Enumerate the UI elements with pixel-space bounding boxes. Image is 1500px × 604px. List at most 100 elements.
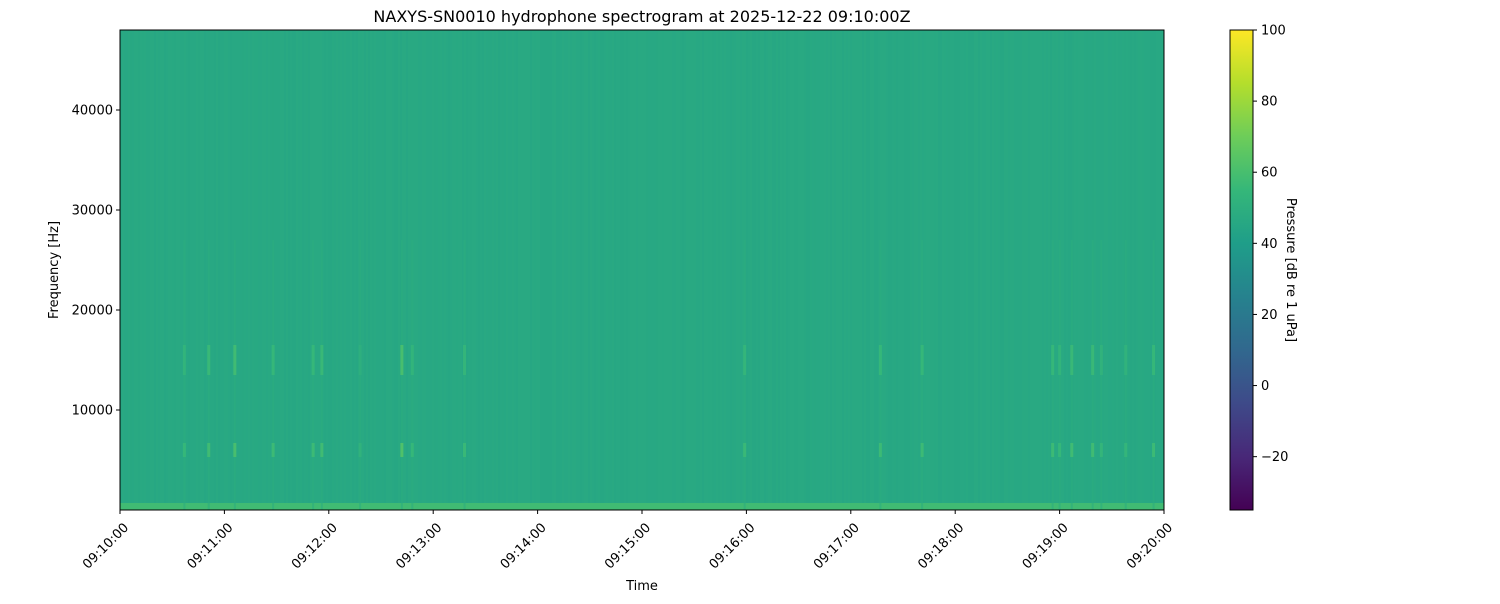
spectrogram-texture-column <box>564 30 566 510</box>
spectrogram-texture-column <box>1056 30 1058 510</box>
spectrogram-texture-column <box>560 30 562 510</box>
spectrogram-texture-column <box>298 30 300 510</box>
spectrogram-texture-column <box>838 30 840 510</box>
spectrogram-texture-column <box>632 30 634 510</box>
spectrogram-texture-column <box>230 30 232 510</box>
spectrogram-texture-column <box>1122 30 1124 510</box>
spectrogram-texture-column <box>238 30 240 510</box>
spectrogram-texture-column <box>648 30 650 510</box>
transient-event-band <box>1051 443 1055 457</box>
spectrogram-texture-column <box>160 30 162 510</box>
spectrogram-texture-column <box>616 30 618 510</box>
spectrogram-texture-column <box>698 30 700 510</box>
spectrogram-texture-column <box>1162 30 1164 510</box>
spectrogram-texture-column <box>620 30 622 510</box>
spectrogram-texture-column <box>718 30 720 510</box>
spectrogram-texture-column <box>280 30 282 510</box>
spectrogram-texture-column <box>756 30 758 510</box>
spectrogram-texture-column <box>416 30 418 510</box>
spectrogram-texture-column <box>920 30 922 510</box>
spectrogram-texture-column <box>498 30 500 510</box>
spectrogram-texture-column <box>1066 30 1068 510</box>
spectrogram-texture-column <box>408 30 410 510</box>
spectrogram-texture-column <box>352 30 354 510</box>
spectrogram-texture-column <box>166 30 168 510</box>
spectrogram-texture-column <box>358 30 360 510</box>
spectrogram-texture-column <box>1158 30 1160 510</box>
spectrogram-texture-column <box>1088 30 1090 510</box>
spectrogram-texture-column <box>322 30 324 510</box>
x-tick-label: 09:19:00 <box>1020 520 1072 572</box>
spectrogram-texture-column <box>666 30 668 510</box>
spectrogram-texture-column <box>136 30 138 510</box>
spectrogram-texture-column <box>830 30 832 510</box>
spectrogram-texture-column <box>970 30 972 510</box>
spectrogram-texture-column <box>286 30 288 510</box>
spectrogram-texture-column <box>850 30 852 510</box>
spectrogram-texture-column <box>630 30 632 510</box>
transient-event-band <box>358 443 362 457</box>
spectrogram-texture-column <box>404 30 406 510</box>
spectrogram-texture-column <box>528 30 530 510</box>
spectrogram-texture-column <box>1116 30 1118 510</box>
spectrogram-texture-column <box>572 30 574 510</box>
spectrogram-texture-column <box>346 30 348 510</box>
spectrogram-texture-column <box>676 30 678 510</box>
spectrogram-texture-column <box>888 30 890 510</box>
colorbar-tick-label: 80 <box>1261 95 1278 110</box>
spectrogram-texture-column <box>438 30 440 510</box>
transient-event-band <box>1099 345 1103 375</box>
spectrogram-texture-column <box>668 30 670 510</box>
spectrogram-texture-column <box>474 30 476 510</box>
spectrogram-texture-column <box>758 30 760 510</box>
spectrogram-texture-column <box>1022 30 1024 510</box>
spectrogram-texture-column <box>512 30 514 510</box>
spectrogram-texture-column <box>730 30 732 510</box>
spectrogram-texture-column <box>310 30 312 510</box>
spectrogram-texture-column <box>960 30 962 510</box>
spectrogram-texture-column <box>1086 30 1088 510</box>
spectrogram-texture-column <box>826 30 828 510</box>
spectrogram-texture-column <box>986 30 988 510</box>
x-tick-label: 09:17:00 <box>811 520 863 572</box>
spectrogram-texture-column <box>1084 30 1086 510</box>
spectrogram-texture-column <box>588 30 590 510</box>
spectrogram-texture-column <box>834 30 836 510</box>
spectrogram-texture-column <box>1074 30 1076 510</box>
x-tick-label: 09:18:00 <box>915 520 967 572</box>
spectrogram-texture-column <box>232 30 234 510</box>
spectrogram-texture-column <box>798 30 800 510</box>
spectrogram-texture-column <box>1046 30 1048 510</box>
spectrogram-texture-column <box>130 30 132 510</box>
spectrogram-texture-column <box>684 30 686 510</box>
spectrogram-texture-column <box>192 30 194 510</box>
spectrogram-texture-column <box>628 30 630 510</box>
spectrogram-texture-column <box>548 30 550 510</box>
spectrogram-texture-column <box>870 30 872 510</box>
spectrogram-texture-column <box>872 30 874 510</box>
transient-event-band <box>400 443 404 457</box>
spectrogram-texture-column <box>342 30 344 510</box>
spectrogram-texture-column <box>426 30 428 510</box>
colorbar-axis: −20 0 20 40 60 80 100 <box>1253 24 1288 465</box>
spectrogram-texture-column <box>890 30 892 510</box>
spectrogram-texture-column <box>862 30 864 510</box>
spectrogram-texture-column <box>396 30 398 510</box>
spectrogram-texture-column <box>444 30 446 510</box>
spectrogram-texture-column <box>696 30 698 510</box>
spectrogram-texture-column <box>748 30 750 510</box>
spectrogram-texture-column <box>884 30 886 510</box>
spectrogram-texture-column <box>250 30 252 510</box>
spectrogram-texture-column <box>694 30 696 510</box>
spectrogram-texture-column <box>338 30 340 510</box>
spectrogram-texture-column <box>574 30 576 510</box>
spectrogram-texture-column <box>508 30 510 510</box>
spectrogram-texture-column <box>290 30 292 510</box>
spectrogram-texture-column <box>1104 30 1106 510</box>
spectrogram-texture-column <box>410 30 412 510</box>
spectrogram-texture-column <box>520 30 522 510</box>
spectrogram-texture-column <box>210 30 212 510</box>
spectrogram-texture-column <box>1028 30 1030 510</box>
spectrogram-texture-column <box>190 30 192 510</box>
spectrogram-texture-column <box>324 30 326 510</box>
